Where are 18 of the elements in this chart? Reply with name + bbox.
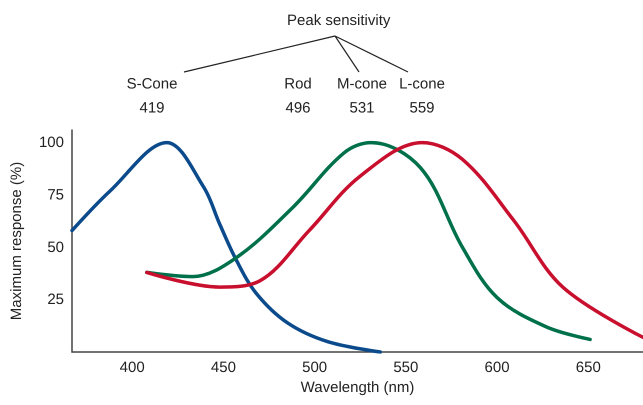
text: S-Cone 419 xyxy=(126,76,178,116)
y-tick-label: 100 xyxy=(38,134,64,152)
text: Rod 496 xyxy=(284,76,312,116)
x-tick-label: 450 xyxy=(210,359,236,376)
text: L-cone 559 xyxy=(399,76,445,116)
x-tick-label: 650 xyxy=(576,359,601,376)
line-series xyxy=(70,140,382,354)
x-tick-label: 400 xyxy=(120,359,145,376)
y-tick-label: 75 xyxy=(47,186,64,204)
chart-title: Peak sensitivity xyxy=(287,12,391,29)
x-tick-label: 500 xyxy=(302,359,328,376)
y-axis-title: Maximum response (%) xyxy=(8,162,25,320)
x-tick-label: 550 xyxy=(393,359,418,376)
x-tick-label: 600 xyxy=(484,359,510,376)
x-axis-title: Wavelength (nm) xyxy=(300,379,414,396)
y-tick-label: 25 xyxy=(47,291,64,308)
text: M-cone 531 xyxy=(336,76,388,116)
y-tick-label: 50 xyxy=(47,238,64,256)
